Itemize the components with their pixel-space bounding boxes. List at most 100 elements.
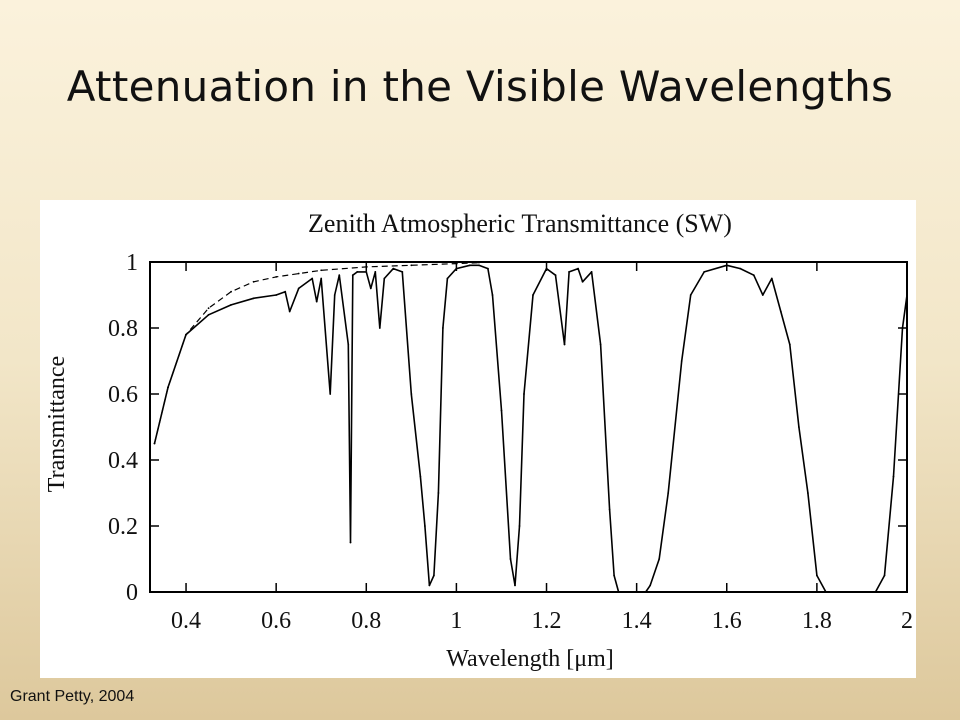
data-point [608,508,611,511]
data-point [185,333,187,336]
data-point [311,277,314,280]
x-tick-label: 1.8 [802,608,832,634]
data-point [297,287,300,290]
plot-area-frame [149,261,908,593]
chart-title: Zenith Atmospheric Transmittance (SW) [308,209,732,238]
x-axis-label: Wavelength [μm] [446,646,614,672]
data-point [320,269,323,272]
data-point [153,442,156,445]
data-point [478,264,480,267]
y-tick-label: 0.2 [108,514,138,540]
data-point [288,310,291,313]
data-point [617,591,620,593]
data-point [883,574,886,577]
x-tick-label: 0.8 [351,608,381,634]
data-point [491,294,494,296]
tick-layer: 0.4 0.6 0.8 1 1.2 1.4 1.6 1.8 2 0 0.2 0.4 0.6 0.8 1 [108,250,913,634]
data-point [649,584,652,587]
y-axis-label: Transmittance [44,356,70,492]
data-point [347,343,350,346]
data-point [689,294,692,296]
data-point [207,313,210,316]
data-point [351,274,354,277]
data-point [369,287,372,290]
x-tick-label: 0.6 [261,608,291,634]
data-point [861,591,863,593]
data-point [432,574,435,577]
data-point [797,426,800,428]
data-point [514,584,516,587]
data-point [545,267,548,270]
data-point [590,271,593,273]
series-layer [153,261,908,593]
data-point [167,386,169,389]
data-point [478,261,480,264]
chart-panel: Zenith Atmospheric Transmittance (SW) Tr… [40,200,916,678]
y-tick-label: 0.6 [108,382,138,408]
data-point [410,393,413,395]
data-point [455,262,458,265]
data-point [843,591,845,593]
data-point [518,525,521,527]
data-point [423,525,426,527]
data-point [374,271,377,273]
data-point [563,343,566,346]
data-point [667,492,670,494]
x-tick-label: 1.4 [622,608,652,634]
data-point [487,267,489,270]
data-point [383,277,386,280]
data-point [446,277,449,280]
data-point [892,475,895,478]
slide-title: Attenuation in the Visible Wavelengths [66,62,894,111]
data-point [725,264,728,267]
data-point [419,475,422,478]
data-point [275,275,278,278]
data-point [906,294,908,296]
y-tick-label: 1 [126,250,138,276]
data-point [577,267,579,270]
data-point [455,267,458,270]
data-point [874,591,877,593]
data-point [568,271,570,273]
data-point [554,274,557,277]
data-point [401,271,404,273]
data-point [333,294,336,296]
data-point [779,310,782,313]
data-point [644,591,647,593]
data-point [658,558,661,560]
x-tick-label: 1 [450,608,462,634]
data-point [761,294,764,296]
data-point [315,300,318,303]
x-tick-label: 1.6 [712,608,742,634]
data-point [509,558,512,560]
y-tick-label: 0.8 [108,316,138,342]
data-point [365,266,368,268]
transmittance-chart: Zenith Atmospheric Transmittance (SW) Tr… [44,209,913,672]
data-point [230,290,233,293]
data-point [252,280,255,283]
data-point [815,574,818,577]
data-point [338,274,341,277]
data-point [410,264,413,267]
clear-sky-envelope-line [153,262,479,444]
data-point [752,274,755,277]
data-point [469,264,471,267]
data-point [349,541,352,544]
y-tick-label: 0 [126,580,138,606]
data-point [356,271,359,273]
data-point [329,393,332,395]
y-tick-label: 0.4 [108,448,138,474]
data-point [252,297,255,300]
data-point [365,271,368,273]
data-point [680,360,683,362]
data-point [207,307,210,310]
data-point [635,591,638,593]
source-credit: Grant Petty, 2004 [10,688,135,705]
data-point [599,343,602,346]
x-tick-label: 1.2 [532,608,562,634]
data-point [532,294,534,296]
data-point [788,343,791,346]
data-point [581,280,584,283]
data-point [275,294,278,296]
data-point [378,327,381,329]
